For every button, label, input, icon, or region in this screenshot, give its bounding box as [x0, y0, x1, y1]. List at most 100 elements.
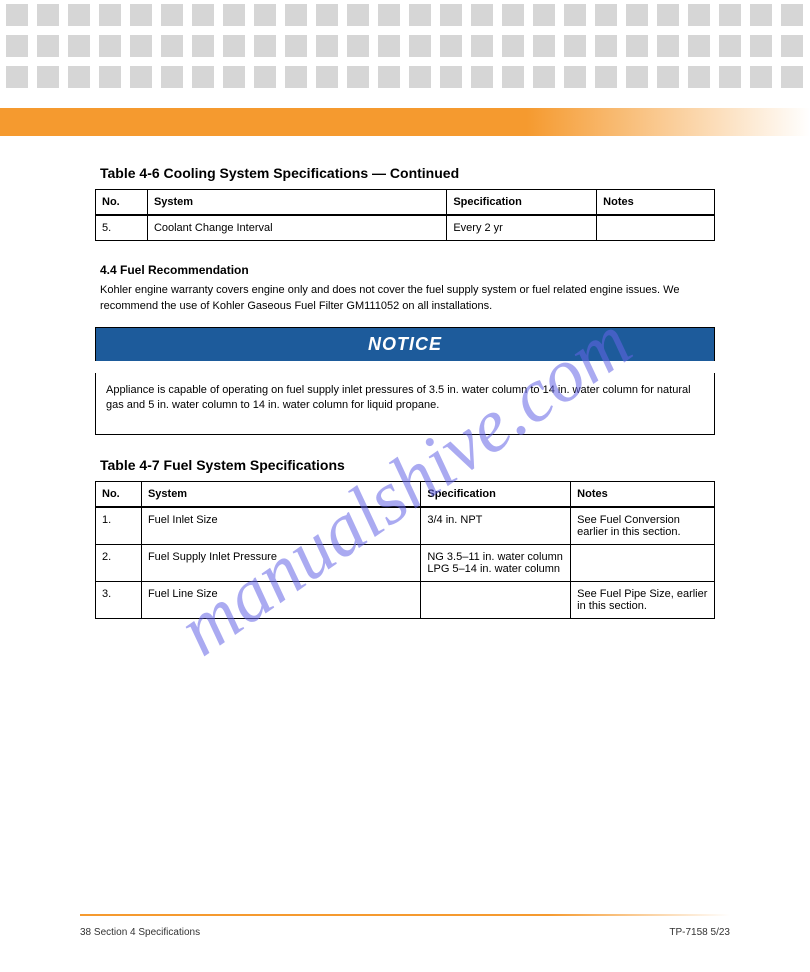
- table-row: 1.Fuel Inlet Size3/4 in. NPTSee Fuel Con…: [96, 507, 715, 545]
- header-accent-bar: [0, 108, 810, 136]
- pattern-square: [657, 35, 679, 57]
- table-cell: Coolant Change Interval: [147, 215, 446, 241]
- table-header-cell: Specification: [421, 481, 571, 507]
- table-header-cell: Notes: [571, 481, 715, 507]
- table-header-cell: System: [147, 190, 446, 216]
- pattern-square: [192, 35, 214, 57]
- pattern-square: [750, 4, 772, 26]
- pattern-square: [719, 4, 741, 26]
- pattern-square: [37, 35, 59, 57]
- pattern-square: [502, 35, 524, 57]
- table-cell: See Fuel Conversion earlier in this sect…: [571, 507, 715, 545]
- table-cell: [597, 215, 715, 241]
- pattern-square: [688, 35, 710, 57]
- pattern-square: [285, 66, 307, 88]
- pattern-square: [130, 35, 152, 57]
- pattern-square: [130, 66, 152, 88]
- pattern-square: [254, 66, 276, 88]
- notice-label: NOTICE: [95, 327, 715, 361]
- pattern-square: [688, 4, 710, 26]
- pattern-square: [37, 4, 59, 26]
- pattern-square: [440, 35, 462, 57]
- pattern-square: [440, 4, 462, 26]
- pattern-square: [161, 66, 183, 88]
- pattern-square: [564, 35, 586, 57]
- pattern-square: [657, 66, 679, 88]
- pattern-square: [378, 66, 400, 88]
- pattern-square: [378, 4, 400, 26]
- fuel-paragraph: Kohler engine warranty covers engine onl…: [100, 283, 720, 315]
- pattern-square: [626, 66, 648, 88]
- pattern-square: [533, 35, 555, 57]
- pattern-square: [595, 35, 617, 57]
- pattern-square: [254, 35, 276, 57]
- pattern-square: [161, 4, 183, 26]
- pattern-square: [750, 66, 772, 88]
- pattern-square: [37, 66, 59, 88]
- table-cell: Every 2 yr: [447, 215, 597, 241]
- footer-accent-rule: [80, 914, 730, 916]
- table-cell: 1.: [96, 507, 142, 545]
- pattern-square: [564, 66, 586, 88]
- pattern-square: [316, 35, 338, 57]
- pattern-square: [750, 35, 772, 57]
- pattern-square: [316, 66, 338, 88]
- pattern-square: [688, 66, 710, 88]
- table-4-6-title: Table 4-6 Cooling System Specifications …: [100, 165, 810, 181]
- pattern-square: [68, 66, 90, 88]
- pattern-square: [68, 35, 90, 57]
- table-4-7-title: Table 4-7 Fuel System Specifications: [100, 457, 810, 473]
- pattern-square: [471, 66, 493, 88]
- pattern-square: [223, 4, 245, 26]
- pattern-square: [471, 4, 493, 26]
- pattern-square: [223, 66, 245, 88]
- pattern-square: [68, 4, 90, 26]
- pattern-square: [781, 66, 803, 88]
- table-cell: Fuel Line Size: [141, 581, 420, 618]
- pattern-square: [471, 35, 493, 57]
- pattern-square: [781, 35, 803, 57]
- table-cell: Fuel Inlet Size: [141, 507, 420, 545]
- table-cell: 2.: [96, 544, 142, 581]
- table-cell: 5.: [96, 215, 148, 241]
- pattern-square: [130, 4, 152, 26]
- table-cell: [421, 581, 571, 618]
- table-row: 3.Fuel Line SizeSee Fuel Pipe Size, earl…: [96, 581, 715, 618]
- table-header-cell: Notes: [597, 190, 715, 216]
- table-header-cell: No.: [96, 481, 142, 507]
- pattern-square: [378, 35, 400, 57]
- table-header-cell: Specification: [447, 190, 597, 216]
- table-header-cell: No.: [96, 190, 148, 216]
- pattern-square: [533, 66, 555, 88]
- table-header-cell: System: [141, 481, 420, 507]
- table-fuel-specs: No.SystemSpecificationNotes1.Fuel Inlet …: [95, 481, 715, 619]
- pattern-square: [595, 66, 617, 88]
- pattern-square: [192, 66, 214, 88]
- pattern-square: [409, 66, 431, 88]
- pattern-square: [781, 4, 803, 26]
- table-cell: [571, 544, 715, 581]
- footer-left: 38 Section 4 Specifications: [80, 927, 200, 938]
- pattern-square: [502, 66, 524, 88]
- footer-right: TP-7158 5/23: [669, 927, 730, 938]
- fuel-heading: 4.4 Fuel Recommendation: [100, 263, 810, 277]
- pattern-square: [316, 4, 338, 26]
- pattern-square: [626, 35, 648, 57]
- pattern-square: [719, 66, 741, 88]
- pattern-square: [409, 35, 431, 57]
- pattern-square: [564, 4, 586, 26]
- pattern-square: [6, 35, 28, 57]
- pattern-square: [99, 4, 121, 26]
- pattern-square: [657, 4, 679, 26]
- pattern-square: [347, 66, 369, 88]
- page-footer: 38 Section 4 Specifications TP-7158 5/23: [80, 927, 730, 938]
- pattern-square: [6, 66, 28, 88]
- notice-box: NOTICE Appliance is capable of operating…: [95, 327, 715, 435]
- pattern-square: [285, 35, 307, 57]
- pattern-square: [223, 35, 245, 57]
- pattern-square: [409, 4, 431, 26]
- pattern-square: [626, 4, 648, 26]
- table-row: 2.Fuel Supply Inlet PressureNG 3.5–11 in…: [96, 544, 715, 581]
- pattern-square: [99, 35, 121, 57]
- pattern-square: [440, 66, 462, 88]
